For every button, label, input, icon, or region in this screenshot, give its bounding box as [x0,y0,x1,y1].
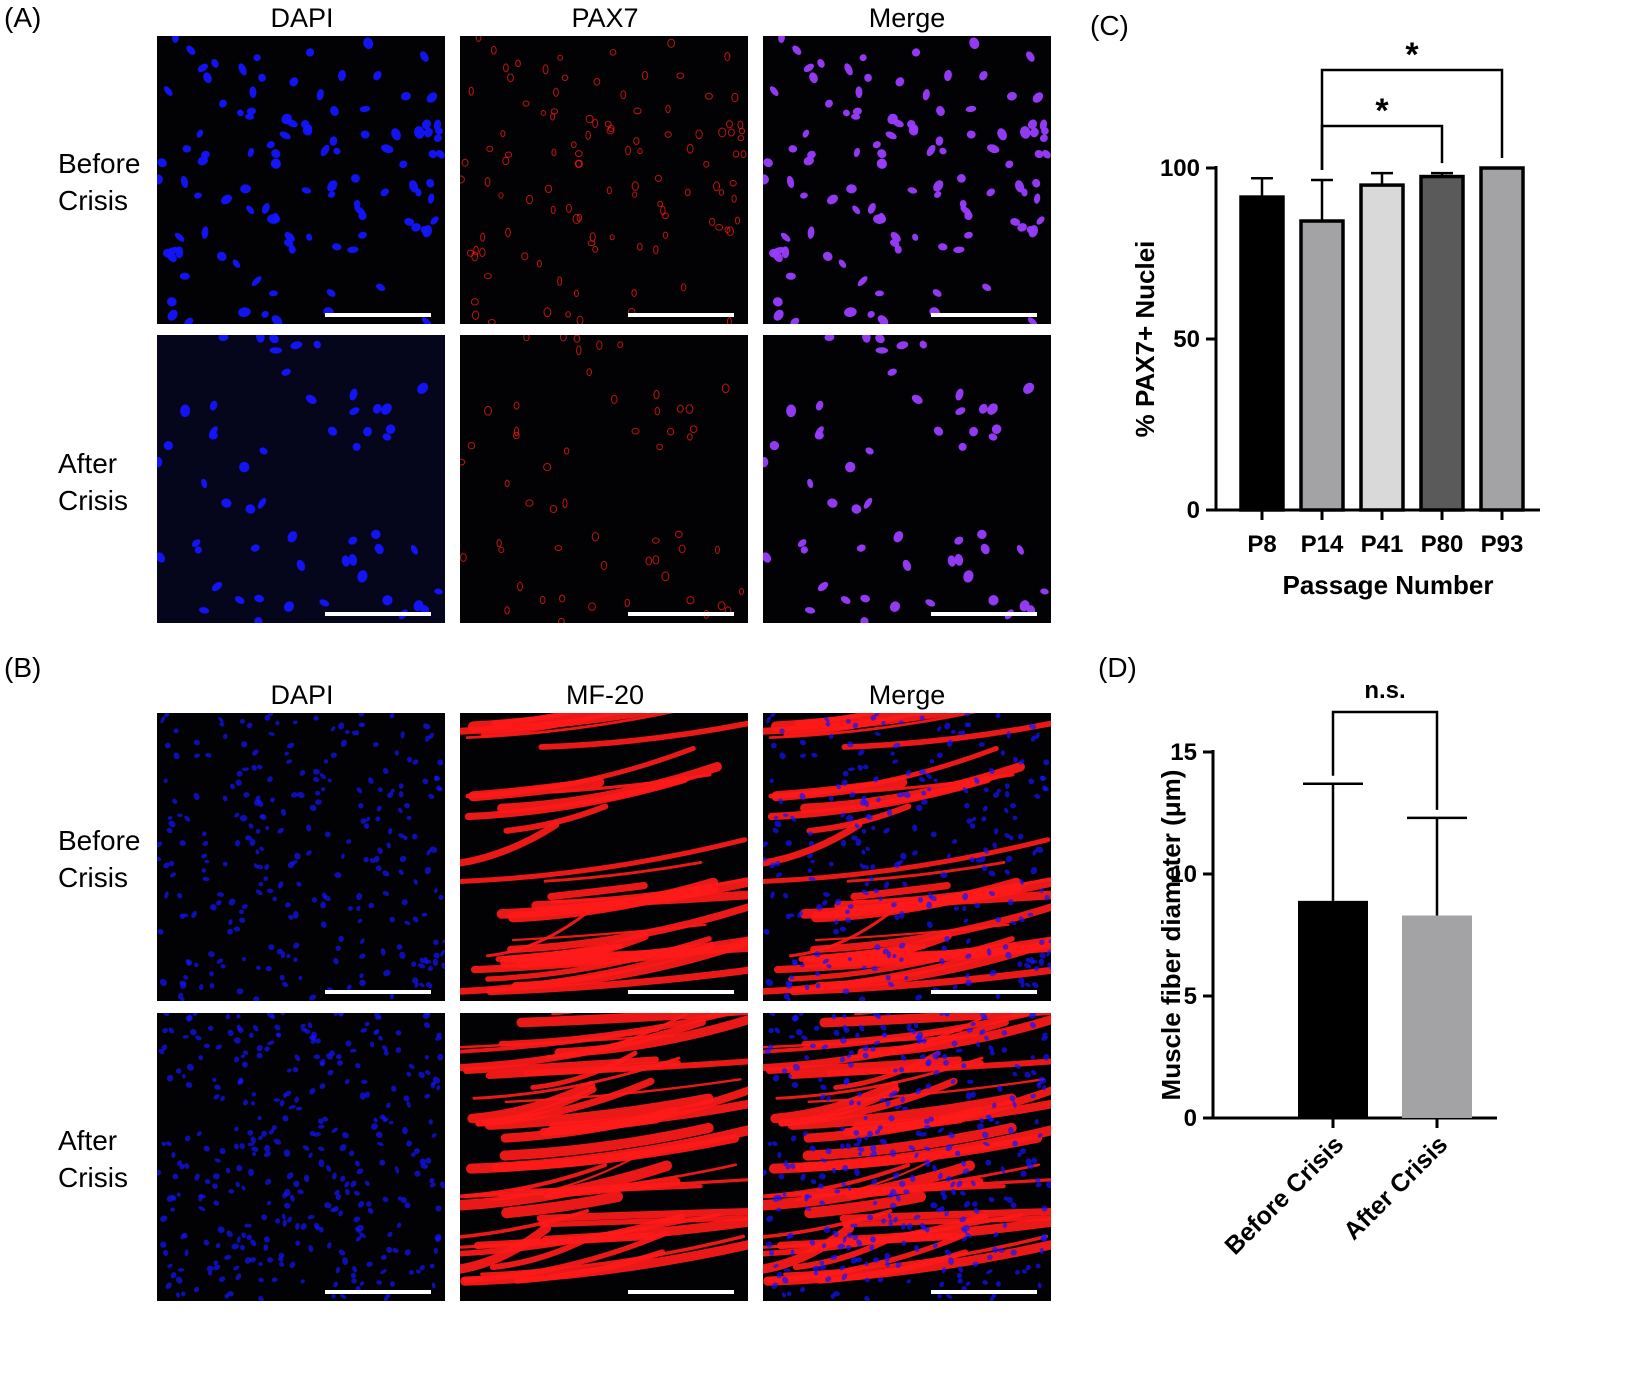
micrograph-b-before-dapi [157,713,445,1001]
panel-b-row-after: After Crisis [58,1122,128,1196]
row-label-line2: Crisis [58,185,128,216]
chart-pax7-nuclei: 0 50 100 P8 P14 P41 P80 P93 * * % PAX7+ Nuclei Pass… [1130,36,1540,600]
y-axis-title: Muscle fiber diameter (μm) [1156,770,1186,1101]
micrograph-a-before-dapi [157,36,445,324]
micrograph-a-before-pax7 [460,36,748,324]
micrograph-a-before-merge [763,36,1051,324]
x-tick-label: P80 [1421,531,1464,558]
panel-a-col-pax7: PAX7 [571,3,639,33]
panel-b-col-mf20: MF-20 [565,680,644,710]
y-axis-title: % PAX7+ Nuclei [1130,241,1160,438]
y-tick-label: 50 [1173,326,1200,353]
y-tick-label: 5 [1184,983,1197,1010]
micrograph-b-after-mf20 [460,1013,748,1301]
y-tick-label: 0 [1184,1105,1197,1132]
x-tick-label: P8 [1247,531,1276,558]
scale-bar [931,313,1037,317]
scale-bar [325,313,431,317]
x-tick-label: After Crisis [1338,1130,1453,1245]
x-tick-label: Before Crisis [1219,1130,1349,1260]
scale-bar [931,1290,1037,1294]
micrograph-a-after-dapi [157,335,445,623]
scale-bar [325,990,431,994]
x-axis-title: Passage Number [1283,570,1494,600]
scale-bar [931,612,1037,616]
scale-bar [325,1290,431,1294]
row-label-line1: Before [58,825,141,856]
micrograph-b-after-dapi [157,1013,445,1301]
row-label-line2: Crisis [58,1162,128,1193]
bar-p93 [1479,166,1525,512]
panel-label-a: (A) [4,2,42,33]
x-tick-label: P41 [1361,531,1404,558]
row-label-line1: After [58,448,118,479]
bar-before-crisis [1298,900,1368,1118]
row-label-line1: Before [58,148,141,179]
significance-bracket [1320,68,1504,170]
micrograph-b-before-merge [763,713,1051,1001]
scale-bar [628,990,734,994]
significance-bracket [1331,710,1439,810]
micrograph-a-after-pax7 [460,335,748,623]
panel-label-c: (C) [1090,10,1129,41]
scale-bar [628,612,734,616]
y-tick-label: 15 [1170,739,1197,766]
significance-bracket [1320,124,1444,170]
micrograph-b-before-mf20 [460,713,748,1001]
panel-a-row-after: After Crisis [58,445,128,519]
row-label-line2: Crisis [58,485,128,516]
panel-b-col-dapi: DAPI [270,680,334,710]
panel-a-row-before: Before Crisis [58,145,141,219]
y-tick-label: 100 [1160,155,1200,182]
scale-bar [931,990,1037,994]
panel-label-b: (B) [4,652,42,683]
significance-label: * [1375,92,1389,130]
bar-after-crisis [1402,915,1472,1118]
scale-bar [628,313,734,317]
panel-b-col-merge: Merge [868,680,946,710]
bar-p8 [1239,195,1285,512]
x-tick-label: P14 [1301,531,1344,558]
y-tick-label: 10 [1170,861,1197,888]
panel-b-row-before: Before Crisis [58,822,141,896]
x-tick-label: P93 [1481,531,1524,558]
panel-a-col-merge: Merge [868,3,946,33]
significance-label: n.s. [1364,677,1405,704]
panel-label-d: (D) [1098,652,1137,683]
panel-a-col-dapi: DAPI [270,3,334,33]
significance-label: * [1405,36,1419,74]
scale-bar [325,612,431,616]
micrograph-a-after-merge [763,335,1051,623]
bar-p14 [1299,219,1345,512]
row-label-line2: Crisis [58,862,128,893]
row-label-line1: After [58,1125,118,1156]
bar-p80 [1419,174,1465,512]
micrograph-b-after-merge [763,1013,1051,1301]
scale-bar [628,1290,734,1294]
bar-p41 [1359,183,1405,512]
y-tick-label: 0 [1187,497,1200,524]
